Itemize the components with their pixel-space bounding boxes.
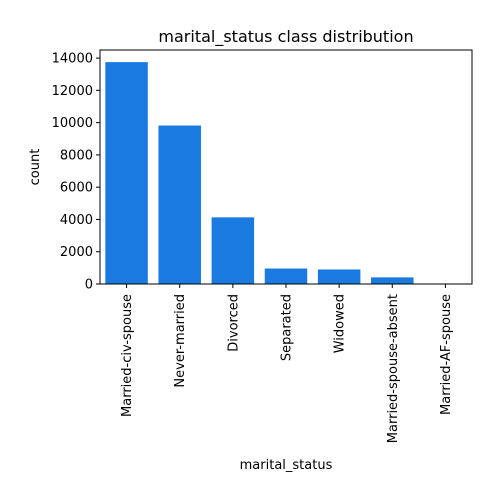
x-tick-label: Married-civ-spouse bbox=[120, 294, 135, 417]
y-axis: 0 2000 4000 6000 8000 10000 12000 14000 bbox=[52, 52, 100, 293]
x-tick-label: Divorced bbox=[226, 294, 241, 352]
y-tick-label: 4000 bbox=[60, 213, 93, 228]
y-tick-label: 2000 bbox=[60, 245, 93, 260]
y-tick-label: 6000 bbox=[60, 181, 93, 196]
x-tick-label: Separated bbox=[280, 294, 295, 361]
bar-never-married bbox=[158, 125, 201, 285]
bar-separated bbox=[264, 268, 308, 284]
bar-divorced bbox=[211, 217, 255, 284]
plot-area bbox=[99, 49, 473, 285]
x-tick-label: Widowed bbox=[333, 294, 348, 353]
y-axis-label: count bbox=[28, 149, 43, 186]
y-tick-label: 10000 bbox=[52, 116, 93, 131]
bar-widowed bbox=[317, 269, 361, 284]
plot-frame bbox=[99, 49, 473, 285]
x-tick-label: Married-AF-spouse bbox=[439, 294, 454, 415]
y-tick-label: 0 bbox=[85, 278, 93, 293]
chart-title: marital_status class distribution bbox=[158, 27, 413, 47]
y-tick-label: 12000 bbox=[52, 84, 93, 99]
x-tick-label: Never-married bbox=[173, 294, 188, 388]
y-tick-label: 8000 bbox=[60, 148, 93, 163]
x-axis-label: marital_status bbox=[240, 458, 333, 473]
bar-married-spouse-absent bbox=[371, 277, 414, 284]
bar-married-civ-spouse bbox=[105, 62, 148, 284]
x-axis: Married-civ-spouse Never-married Divorced S… bbox=[120, 284, 454, 443]
y-tick-label: 14000 bbox=[52, 52, 93, 67]
x-tick-label: Married-spouse-absent bbox=[386, 294, 401, 443]
